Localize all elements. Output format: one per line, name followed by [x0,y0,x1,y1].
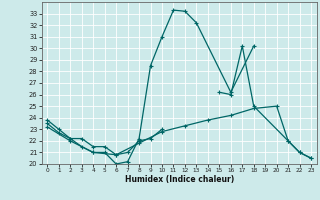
X-axis label: Humidex (Indice chaleur): Humidex (Indice chaleur) [124,175,234,184]
